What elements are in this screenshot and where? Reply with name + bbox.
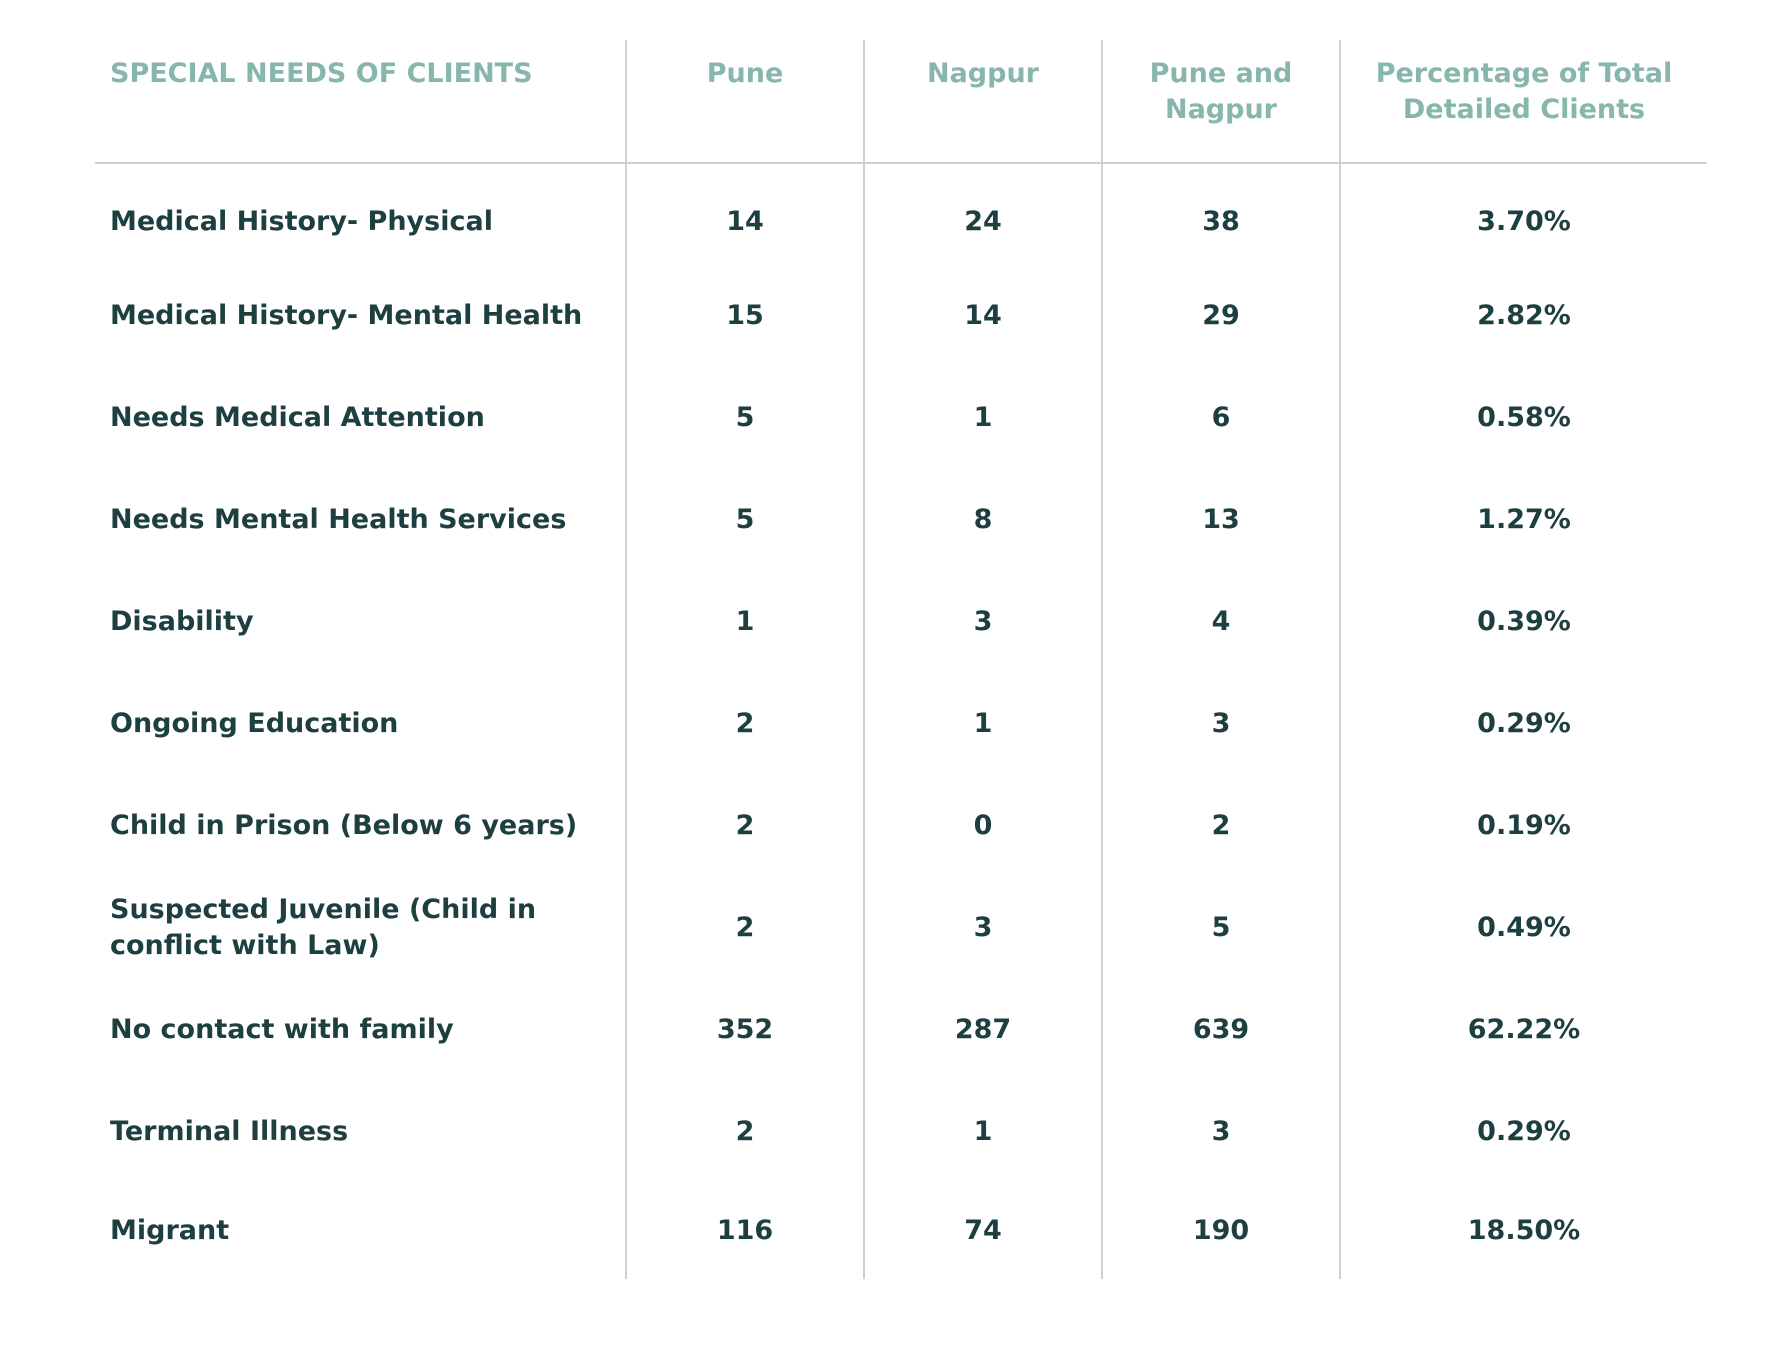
- percentage-value: 0.29%: [1339, 1081, 1707, 1183]
- nagpur-value: 287: [863, 979, 1102, 1081]
- pune-value: 5: [625, 469, 864, 571]
- nagpur-value: 0: [863, 775, 1102, 877]
- table-row: Suspected Juvenile (Child in conflict wi…: [95, 877, 1707, 979]
- percentage-value: 0.58%: [1339, 367, 1707, 469]
- combined-value: 6: [1101, 367, 1340, 469]
- header-nagpur: Nagpur: [863, 40, 1102, 164]
- percentage-value: 0.19%: [1339, 775, 1707, 877]
- table-row: Child in Prison (Below 6 years) 2 0 2 0.19%: [95, 775, 1707, 877]
- table-header: SPECIAL NEEDS OF CLIENTS Pune Nagpur Pun…: [95, 40, 1707, 164]
- pune-value: 14: [625, 163, 864, 265]
- header-row: SPECIAL NEEDS OF CLIENTS Pune Nagpur Pun…: [95, 40, 1707, 164]
- nagpur-value: 1: [863, 1081, 1102, 1183]
- combined-value: 38: [1101, 163, 1340, 265]
- need-label: No contact with family: [110, 1014, 454, 1045]
- table-body: Medical History- Physical 14 24 38 3.70% Medi…: [95, 163, 1707, 1279]
- pune-value: 2: [625, 1081, 864, 1183]
- pune-value: 2: [625, 877, 864, 979]
- percentage-value: 0.29%: [1339, 673, 1707, 775]
- nagpur-value: 14: [863, 265, 1102, 367]
- pune-value: 5: [625, 367, 864, 469]
- nagpur-value: 24: [863, 163, 1102, 265]
- pune-value: 1: [625, 571, 864, 673]
- nagpur-value: 3: [863, 877, 1102, 979]
- pune-value: 2: [625, 673, 864, 775]
- percentage-value: 2.82%: [1339, 265, 1707, 367]
- special-needs-table: SPECIAL NEEDS OF CLIENTS Pune Nagpur Pun…: [95, 40, 1707, 1279]
- need-label: Suspected Juvenile (Child in conflict wi…: [110, 894, 537, 961]
- need-label: Terminal Illness: [110, 1116, 349, 1147]
- need-label: Disability: [110, 606, 254, 637]
- combined-value: 3: [1101, 673, 1340, 775]
- header-special-needs: SPECIAL NEEDS OF CLIENTS: [95, 40, 626, 164]
- combined-value: 5: [1101, 877, 1340, 979]
- table-row: Needs Medical Attention 5 1 6 0.58%: [95, 367, 1707, 469]
- percentage-value: 0.49%: [1339, 877, 1707, 979]
- table-row: No contact with family 352 287 639 62.22%: [95, 979, 1707, 1081]
- percentage-value: 3.70%: [1339, 163, 1707, 265]
- percentage-value: 62.22%: [1339, 979, 1707, 1081]
- need-label: Migrant: [110, 1215, 230, 1246]
- need-label: Medical History- Mental Health: [110, 300, 583, 331]
- nagpur-value: 1: [863, 673, 1102, 775]
- table-row: Needs Mental Health Services 5 8 13 1.27%: [95, 469, 1707, 571]
- need-label: Ongoing Education: [110, 708, 399, 739]
- pune-value: 2: [625, 775, 864, 877]
- table-row: Terminal Illness 2 1 3 0.29%: [95, 1081, 1707, 1183]
- special-needs-table-container: SPECIAL NEEDS OF CLIENTS Pune Nagpur Pun…: [95, 40, 1707, 1279]
- table-row: Medical History- Mental Health 15 14 29 2.82…: [95, 265, 1707, 367]
- table-row: Migrant 116 74 190 18.50%: [95, 1183, 1707, 1279]
- combined-value: 2: [1101, 775, 1340, 877]
- table-row: Ongoing Education 2 1 3 0.29%: [95, 673, 1707, 775]
- combined-value: 190: [1101, 1183, 1340, 1279]
- pune-value: 15: [625, 265, 864, 367]
- nagpur-value: 3: [863, 571, 1102, 673]
- nagpur-value: 8: [863, 469, 1102, 571]
- nagpur-value: 74: [863, 1183, 1102, 1279]
- need-label: Needs Mental Health Services: [110, 504, 567, 535]
- combined-value: 29: [1101, 265, 1340, 367]
- pune-value: 352: [625, 979, 864, 1081]
- nagpur-value: 1: [863, 367, 1102, 469]
- pune-value: 116: [625, 1183, 864, 1279]
- need-label: Needs Medical Attention: [110, 402, 485, 433]
- header-pune: Pune: [625, 40, 864, 164]
- percentage-value: 1.27%: [1339, 469, 1707, 571]
- combined-value: 4: [1101, 571, 1340, 673]
- need-label: Medical History- Physical: [110, 205, 493, 237]
- percentage-value: 0.39%: [1339, 571, 1707, 673]
- table-row: Disability 1 3 4 0.39%: [95, 571, 1707, 673]
- need-label: Child in Prison (Below 6 years): [110, 810, 578, 841]
- header-pune-and-nagpur: Pune and Nagpur: [1101, 40, 1340, 164]
- table-row: Medical History- Physical 14 24 38 3.70%: [95, 163, 1707, 265]
- combined-value: 3: [1101, 1081, 1340, 1183]
- combined-value: 13: [1101, 469, 1340, 571]
- header-percentage: Percentage of Total Detailed Clients: [1339, 40, 1707, 164]
- combined-value: 639: [1101, 979, 1340, 1081]
- percentage-value: 18.50%: [1339, 1183, 1707, 1279]
